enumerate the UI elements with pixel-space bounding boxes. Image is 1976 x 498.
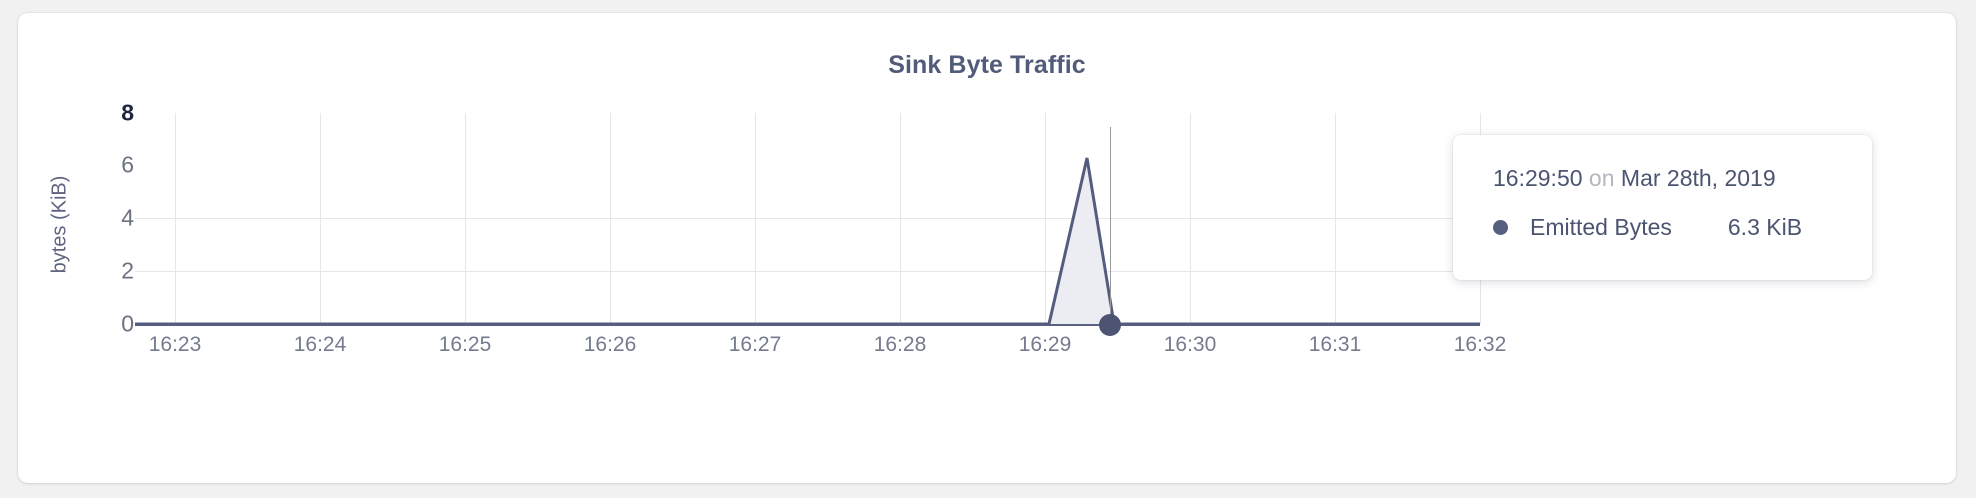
tooltip-connector: on bbox=[1588, 165, 1615, 191]
gridline-vertical-1630 bbox=[1190, 113, 1191, 324]
x-tick-1630: 16:30 bbox=[1163, 333, 1217, 356]
tooltip-timestamp: 16:29:50 on Mar 28th, 2019 bbox=[1493, 165, 1836, 192]
tooltip-series-row: Emitted Bytes 6.3 KiB bbox=[1493, 214, 1836, 241]
x-tick-1629: 16:29 bbox=[1018, 333, 1072, 356]
x-tick-1628: 16:28 bbox=[873, 333, 927, 356]
chart-tooltip: 16:29:50 on Mar 28th, 2019 Emitted Bytes… bbox=[1453, 135, 1872, 280]
x-tick-1627: 16:27 bbox=[728, 333, 782, 356]
gridline-vertical-1631 bbox=[1335, 113, 1336, 324]
gridline-vertical-1627 bbox=[755, 113, 756, 324]
gridline-vertical-1625 bbox=[465, 113, 466, 324]
gridline-vertical-1626 bbox=[610, 113, 611, 324]
tooltip-series-value: 6.3 KiB bbox=[1727, 214, 1803, 240]
gridline-vertical-1623 bbox=[175, 113, 176, 324]
gridline-vertical-1624 bbox=[320, 113, 321, 324]
y-axis-title: bytes (KiB) bbox=[48, 175, 71, 274]
y-tick-2: 2 bbox=[121, 257, 134, 284]
series-color-dot-icon bbox=[1493, 220, 1508, 235]
x-tick-1626: 16:26 bbox=[583, 333, 637, 356]
chart-title: Sink Byte Traffic bbox=[888, 51, 1086, 79]
x-axis-line bbox=[135, 324, 1480, 326]
x-tick-1623: 16:23 bbox=[148, 333, 202, 356]
tooltip-time: 16:29:50 bbox=[1493, 165, 1583, 191]
tooltip-date: Mar 28th, 2019 bbox=[1620, 165, 1776, 191]
y-tick-0: 0 bbox=[121, 310, 134, 337]
crosshair-line bbox=[1110, 127, 1111, 326]
y-tick-8: 8 bbox=[121, 99, 134, 126]
x-tick-1632: 16:32 bbox=[1453, 333, 1507, 356]
chart-card: Sink Byte Traffic bytes (KiB) 8 6 4 2 0 bbox=[18, 13, 1956, 483]
gridline-vertical-1629 bbox=[1045, 113, 1046, 324]
gridline-horizontal-4 bbox=[135, 271, 1480, 272]
y-tick-6: 6 bbox=[121, 151, 134, 178]
y-tick-4: 4 bbox=[121, 204, 134, 231]
x-tick-1625: 16:25 bbox=[438, 333, 492, 356]
x-tick-1624: 16:24 bbox=[293, 333, 347, 356]
gridline-vertical-1628 bbox=[900, 113, 901, 324]
tooltip-series-label: Emitted Bytes bbox=[1530, 214, 1672, 240]
x-tick-1631: 16:31 bbox=[1308, 333, 1362, 356]
gridline-horizontal-6 bbox=[135, 218, 1480, 219]
plot-area: bytes (KiB) 8 6 4 2 0 bbox=[18, 13, 1956, 483]
hover-marker-dot bbox=[1099, 314, 1121, 336]
